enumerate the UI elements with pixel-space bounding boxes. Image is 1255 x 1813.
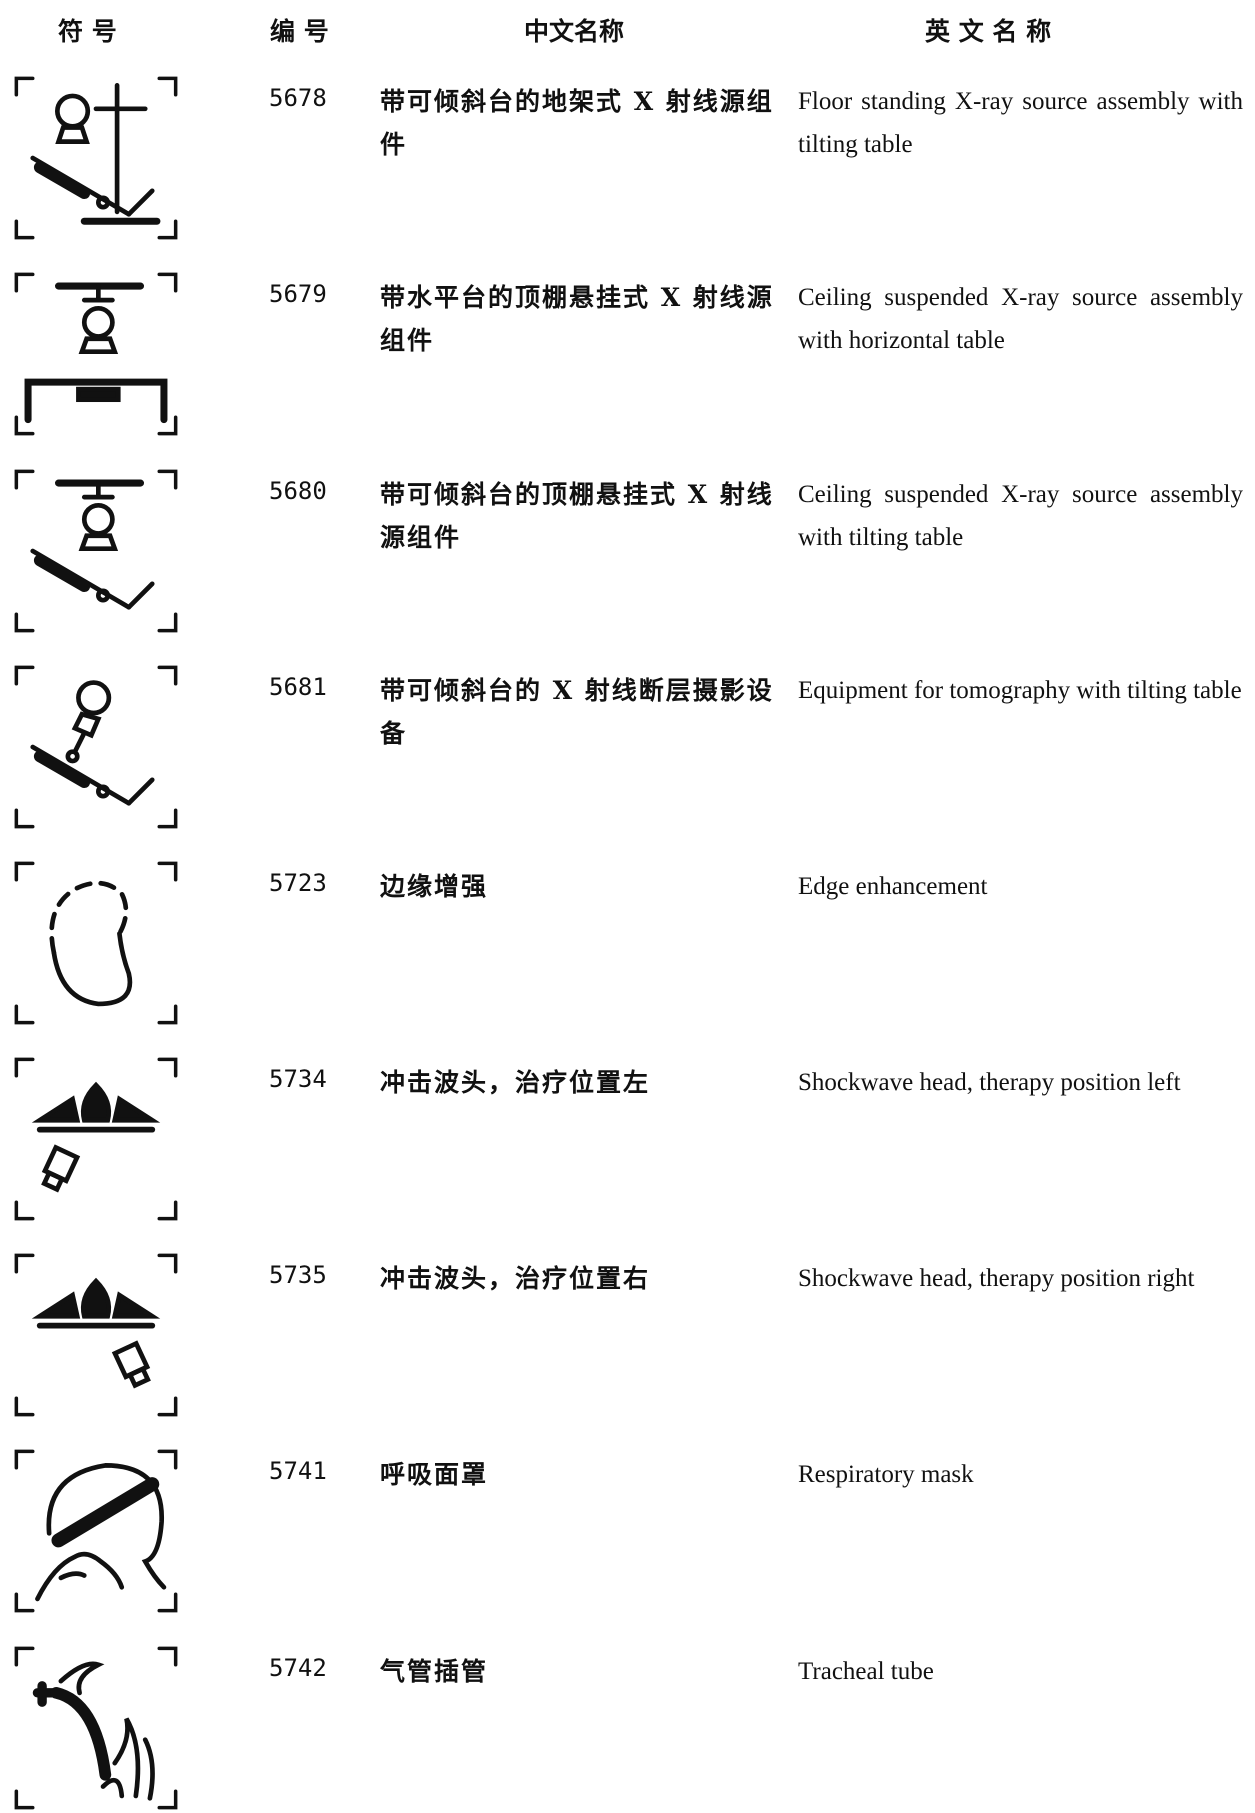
number: 5741: [269, 1457, 327, 1485]
symbol-icon: [14, 76, 178, 240]
english-name: Shockwave head, therapy position right: [798, 1265, 1195, 1292]
row: 5679 带水平台的顶棚悬挂式 X 射线源组件 Ceiling suspende…: [0, 272, 1255, 452]
icon-shape: [51, 1477, 160, 1548]
icon-shape: [16, 78, 175, 237]
row: 5735 冲击波头，治疗位置右 Shockwave head, therapy …: [0, 1253, 1255, 1433]
row: 5723 边缘增强 Edge enhancement: [0, 861, 1255, 1041]
icon-shape: [80, 1081, 112, 1123]
icon-shape: [33, 158, 152, 214]
english-name: Tracheal tube: [798, 1658, 934, 1685]
icon-shape: [80, 1277, 112, 1319]
chinese-name: 带可倾斜台的顶棚悬挂式 X 射线源组件: [380, 480, 774, 552]
row: 5681 带可倾斜台的 X 射线断层摄影设备 Equipment for tom…: [0, 665, 1255, 845]
icon-shape: [112, 1717, 141, 1799]
english-name: Edge enhancement: [798, 873, 988, 900]
icon-shape: [49, 880, 129, 955]
english-name: Shockwave head, therapy position left: [798, 1069, 1181, 1096]
symbol-icon: [14, 272, 178, 436]
icon-shape: [31, 1095, 81, 1123]
symbol-icon: [14, 1646, 178, 1810]
icon-shape: [55, 125, 90, 144]
icon-shape: [41, 1144, 81, 1193]
symbol-icon: [14, 861, 178, 1025]
icon-shape: [111, 1291, 161, 1319]
chinese-name: 气管插管: [380, 1657, 489, 1686]
row: 5741 呼吸面罩 Respiratory mask: [0, 1449, 1255, 1629]
symbol-icon: [14, 469, 178, 633]
number: 5681: [269, 673, 327, 701]
icon-shape: [71, 711, 102, 739]
row: 5742 气管插管 Tracheal tube: [0, 1646, 1255, 1813]
chinese-name: 呼吸面罩: [380, 1460, 489, 1489]
number: 5680: [269, 477, 327, 505]
english-name: Ceiling suspended X-ray source assembly …: [798, 481, 1243, 551]
number: 5723: [269, 869, 327, 897]
row: 5680 带可倾斜台的顶棚悬挂式 X 射线源组件 Ceiling suspend…: [0, 469, 1255, 649]
icon-shape: [16, 863, 175, 1022]
english-name: Floor standing X-ray source assembly wit…: [798, 88, 1243, 158]
icon-shape: [33, 747, 152, 803]
icon-shape: [16, 667, 175, 826]
number: 5734: [269, 1065, 327, 1093]
chinese-name: 边缘增强: [380, 872, 489, 901]
icon-shape: [50, 1687, 112, 1781]
icon-shape: [16, 1451, 175, 1610]
icon-shape: [142, 1737, 155, 1801]
icon-shape: [58, 1661, 105, 1696]
chinese-name: 冲击波头，治疗位置左: [380, 1068, 651, 1097]
number: 5735: [269, 1261, 327, 1289]
icon-shape: [100, 1777, 125, 1799]
icon-shape: [46, 1463, 167, 1590]
symbol-icon: [14, 1253, 178, 1417]
symbol-icon: [14, 665, 178, 829]
icon-shape: [33, 551, 152, 607]
icon-shape: [59, 286, 141, 352]
header-number: 编 号: [270, 17, 329, 46]
symbol-icon: [14, 1449, 178, 1613]
icon-shape: [126, 1365, 151, 1389]
english-name: Respiratory mask: [798, 1461, 974, 1488]
icon-shape: [72, 730, 87, 755]
chinese-name: 冲击波头，治疗位置右: [380, 1264, 651, 1293]
row: 5678 带可倾斜台的地架式 X 射线源组件 Floor standing X-…: [0, 76, 1255, 256]
icon-shape: [76, 680, 112, 716]
row: 5734 冲击波头，治疗位置左 Shockwave head, therapy …: [0, 1057, 1255, 1237]
symbol-icon: [14, 1057, 178, 1221]
number: 5678: [269, 84, 327, 112]
english-name: Ceiling suspended X-ray source assembly …: [798, 284, 1243, 354]
chinese-name: 带水平台的顶棚悬挂式 X 射线源组件: [380, 283, 774, 355]
icon-shape: [58, 1571, 87, 1581]
icon-shape: [31, 1291, 81, 1319]
english-name: Equipment for tomography with tilting ta…: [798, 677, 1242, 704]
header-symbol: 符 号: [58, 17, 117, 46]
icon-shape: [55, 93, 91, 129]
number: 5679: [269, 280, 327, 308]
chinese-name: 带可倾斜台的 X 射线断层摄影设备: [380, 676, 774, 748]
icon-shape: [41, 1169, 66, 1193]
icon-shape: [76, 386, 121, 403]
icon-shape: [111, 1340, 151, 1389]
chinese-name: 带可倾斜台的地架式 X 射线源组件: [380, 87, 774, 159]
icon-shape: [24, 378, 168, 424]
icon-shape: [111, 1095, 161, 1123]
icon-shape: [65, 749, 80, 764]
header-english: 英 文 名 称: [925, 17, 1052, 46]
icon-shape: [59, 483, 141, 549]
icon-shape: [51, 931, 133, 1007]
number: 5742: [269, 1654, 327, 1682]
header-chinese: 中文名称: [524, 17, 625, 46]
icon-shape: [35, 1551, 125, 1602]
